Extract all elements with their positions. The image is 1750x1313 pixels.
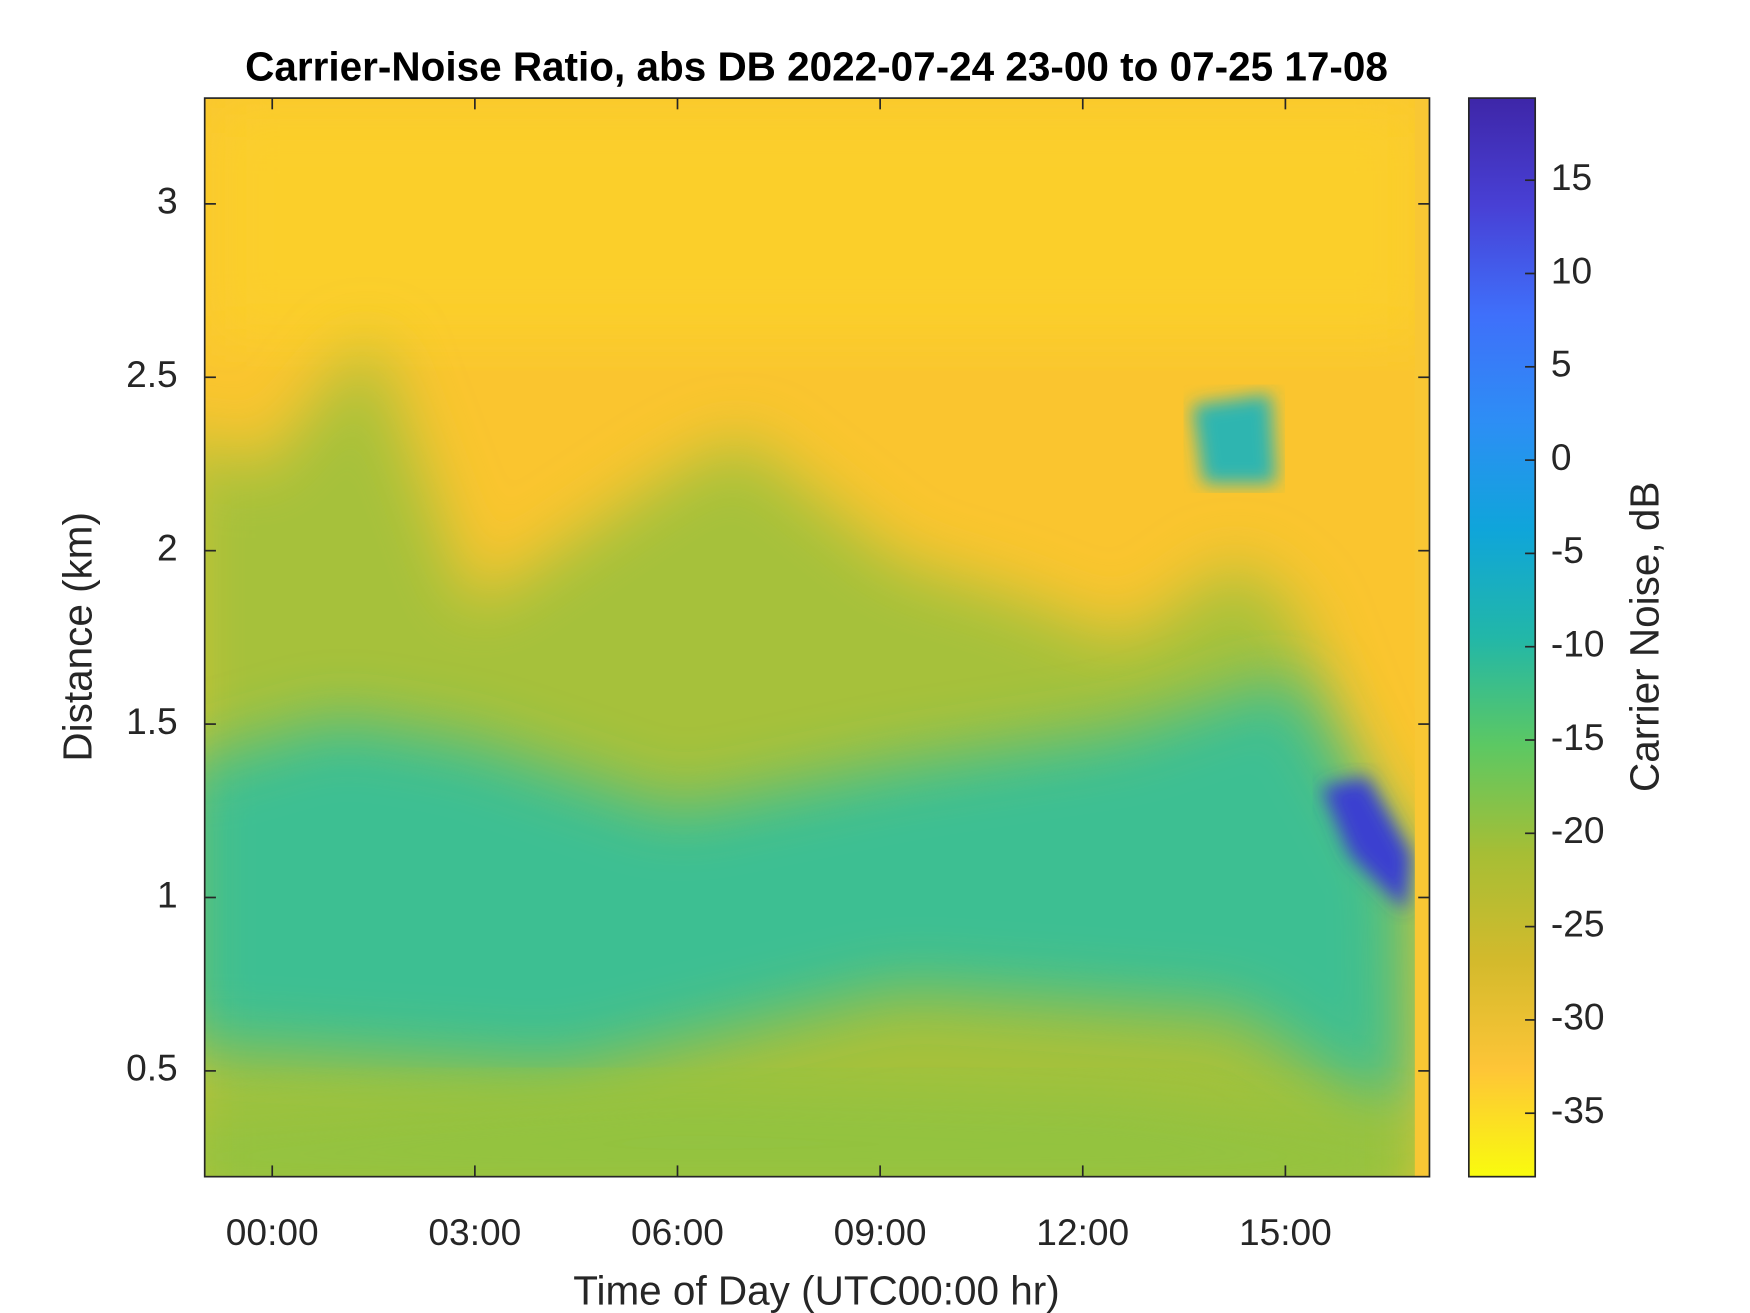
heatmap-field	[204, 98, 1430, 1177]
chart-title: Carrier-Noise Ratio, abs DB 2022-07-24 2…	[245, 44, 1388, 90]
y-tick-label: 3	[157, 180, 178, 222]
colorbar-tick-label: -10	[1551, 623, 1605, 665]
x-tick-label: 09:00	[834, 1211, 927, 1253]
y-tick-label: 0.5	[126, 1047, 178, 1089]
x-tick-label: 15:00	[1239, 1211, 1332, 1253]
colorbar	[1467, 97, 1537, 1178]
y-tick-label: 2.5	[126, 353, 178, 395]
y-tick-label: 1.5	[126, 700, 178, 742]
x-tick-label: 06:00	[631, 1211, 724, 1253]
colorbar-tick-label: 10	[1551, 249, 1592, 291]
colorbar-tick-label: -20	[1551, 809, 1605, 851]
x-axis-label: Time of Day (UTC00:00 hr)	[573, 1267, 1060, 1313]
colorbar-label: Carrier Noise, dB	[1621, 482, 1667, 792]
x-tick-label: 12:00	[1036, 1211, 1129, 1253]
x-tick-label: 00:00	[226, 1211, 319, 1253]
colorbar-tick-label: 15	[1551, 156, 1592, 198]
colorbar-tick-label: -15	[1551, 716, 1605, 758]
colorbar-tick-label: -5	[1551, 529, 1584, 571]
y-axis-label: Distance (km)	[55, 512, 101, 762]
y-tick-label: 1	[157, 873, 178, 915]
colorbar-tick-label: 5	[1551, 343, 1572, 385]
colorbar-tick-label: -35	[1551, 1089, 1605, 1131]
colorbar-tick-label: -30	[1551, 996, 1605, 1038]
y-tick-label: 2	[157, 526, 178, 568]
colorbar-tick-label: 0	[1551, 436, 1572, 478]
x-tick-label: 03:00	[428, 1211, 521, 1253]
plot-frame	[203, 97, 1431, 1178]
colorbar-tick-label: -25	[1551, 902, 1605, 944]
